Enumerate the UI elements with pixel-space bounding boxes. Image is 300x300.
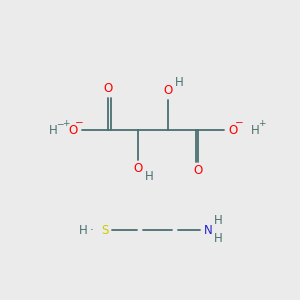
Text: H: H [145, 170, 153, 184]
Text: O: O [103, 82, 112, 95]
Text: H: H [214, 232, 222, 245]
Text: O: O [228, 124, 238, 136]
Text: H: H [250, 124, 260, 136]
Text: −: − [56, 119, 64, 128]
Text: N: N [204, 224, 212, 236]
Text: H: H [49, 124, 57, 136]
Text: +: + [258, 119, 266, 128]
Text: O: O [134, 163, 142, 176]
Text: O: O [164, 85, 172, 98]
Text: H: H [175, 76, 183, 89]
Text: H: H [79, 224, 87, 236]
Text: O: O [194, 164, 202, 178]
Text: +: + [62, 119, 70, 128]
Text: O: O [68, 124, 78, 136]
Text: S: S [101, 224, 109, 236]
Text: ·: · [90, 224, 94, 238]
Text: −: − [75, 118, 83, 128]
Text: H: H [214, 214, 222, 227]
Text: −: − [235, 118, 243, 128]
